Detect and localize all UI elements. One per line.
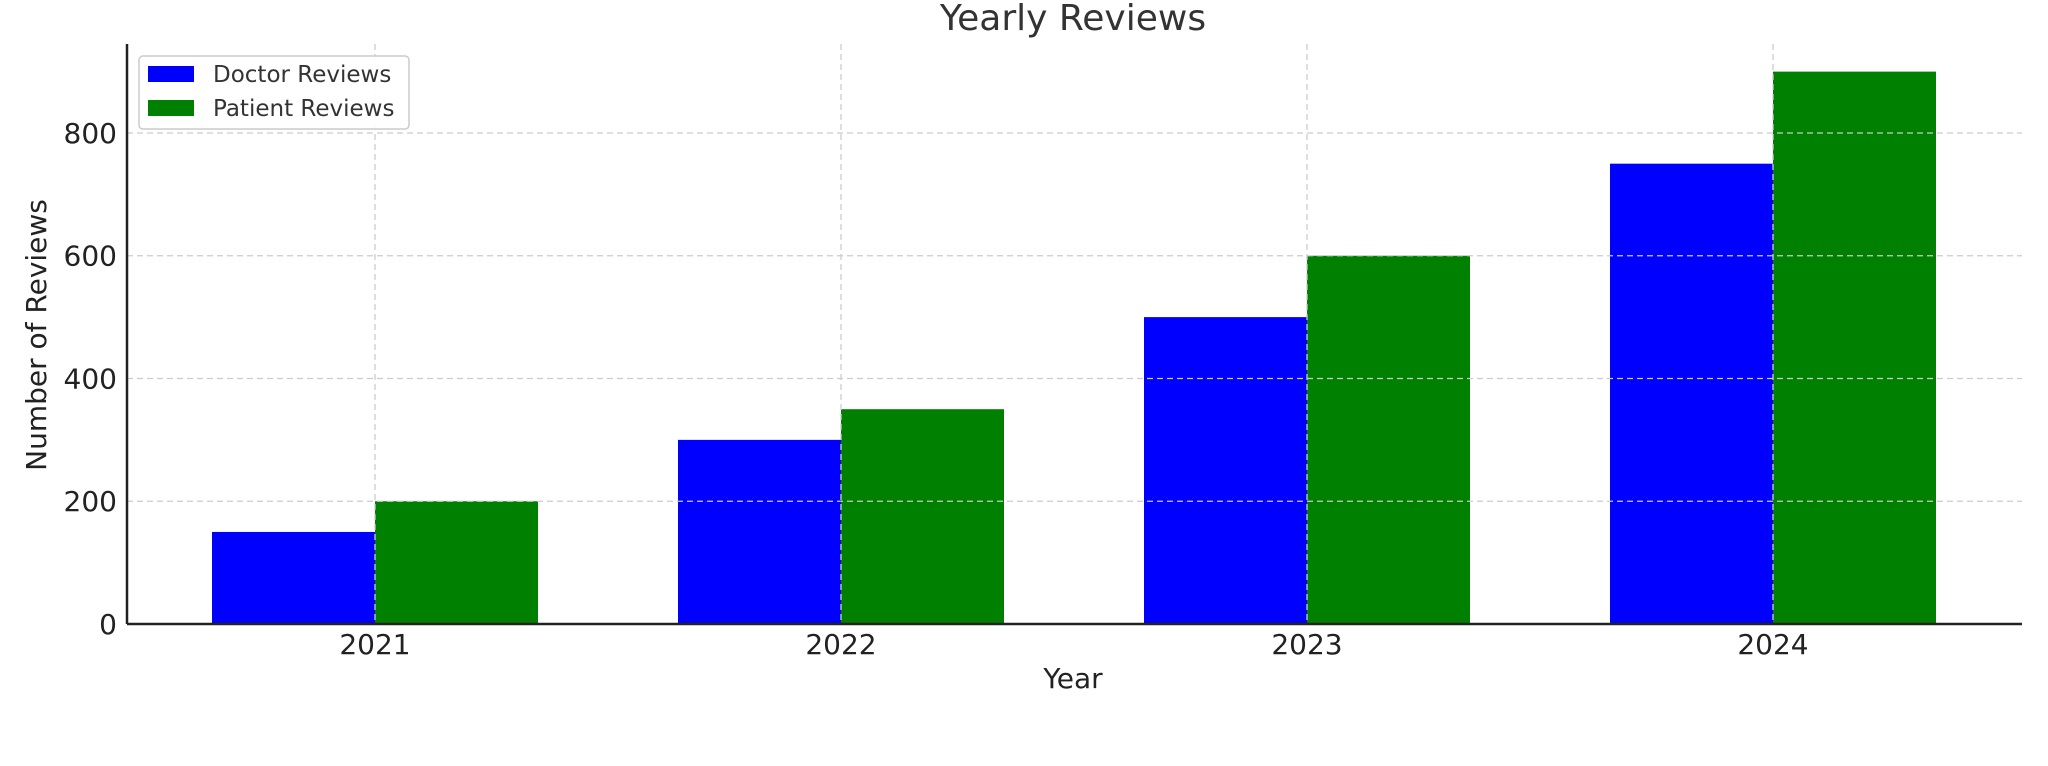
x-tick-label: 2021 [339,628,410,661]
x-tick-label: 2022 [805,628,876,661]
y-tick-labels: 0 200 400 600 800 [64,117,117,641]
bar-doctor-reviews [1610,163,1773,624]
y-tick-label: 800 [64,117,117,150]
y-tick-label: 600 [64,240,117,273]
legend-label-doctor: Doctor Reviews [213,62,391,88]
bar-patient-reviews [375,501,538,624]
bar-doctor-reviews [1144,317,1307,624]
y-tick-label: 0 [99,608,117,641]
x-tick-label: 2024 [1737,628,1808,661]
legend: Doctor Reviews Patient Reviews [138,55,410,130]
x-grid [374,44,1774,624]
chart-title: Yearly Reviews [939,0,1206,39]
x-tick-labels: 2021 2022 2023 2024 [339,628,1808,661]
y-tick-label: 200 [64,485,117,518]
legend-swatch-patient [148,100,194,116]
bar-patient-reviews [1307,255,1470,624]
legend-frame [138,55,410,130]
y-axis-label: Number of Reviews [20,199,53,471]
bars [212,71,1936,625]
y-grid [127,132,2022,502]
legend-swatch-doctor [148,66,194,82]
legend-label-patient: Patient Reviews [213,96,394,122]
bar-patient-reviews [1773,71,1936,625]
x-axis-label: Year [1042,662,1103,695]
bar-patient-reviews [841,409,1004,624]
bar-doctor-reviews [678,439,841,624]
bar-doctor-reviews [212,531,375,624]
y-tick-label: 400 [64,362,117,395]
x-tick-label: 2023 [1271,628,1342,661]
